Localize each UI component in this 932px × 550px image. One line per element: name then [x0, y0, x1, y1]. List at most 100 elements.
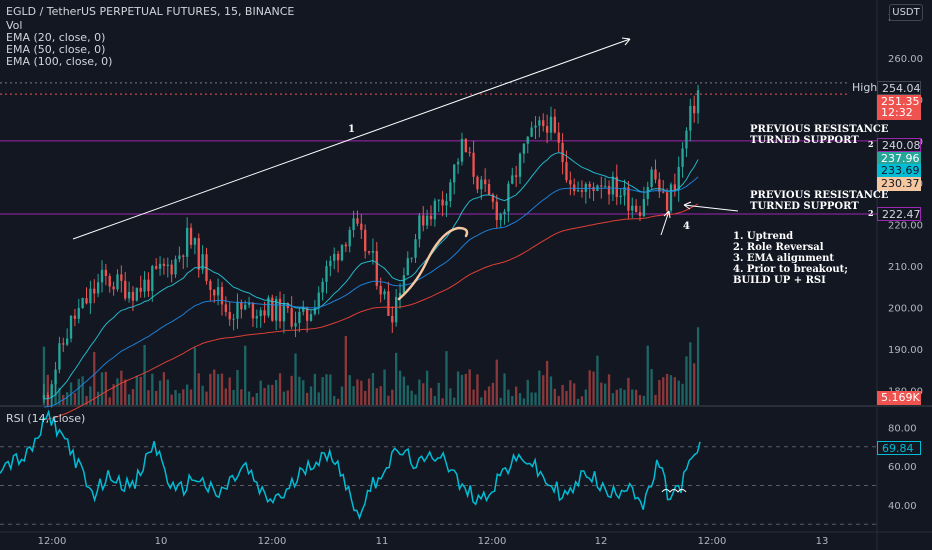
volume-bar: [131, 389, 135, 405]
time-tick-label: 12: [595, 536, 608, 547]
candle-body: [151, 266, 154, 292]
volume-bar: [302, 380, 305, 405]
symbol-title[interactable]: EGLD / TetherUS PERPETUAL FUTURES, 15, B…: [6, 5, 295, 18]
volume-bar: [286, 390, 289, 405]
candle-body: [352, 218, 355, 231]
volume-bar: [96, 391, 100, 405]
currency-button[interactable]: USDT: [889, 4, 923, 21]
volume-bar: [600, 382, 603, 405]
checklist-item-3[interactable]: 3. EMA alignment: [733, 253, 835, 264]
candle-body: [619, 195, 622, 198]
volume-bar: [367, 378, 371, 405]
ema20-indicator-label[interactable]: EMA (20, close, 0): [6, 31, 106, 44]
volume-bar: [158, 380, 162, 405]
rsi-indicator-label[interactable]: RSI (14, close): [6, 412, 86, 425]
price-label-last: 251.35: [877, 95, 921, 109]
small-arrow-line[interactable]: [660, 210, 670, 236]
volume-bar: [220, 373, 224, 405]
candle-body: [402, 275, 406, 293]
volume-bar: [244, 345, 247, 405]
buildup-highlight-curve[interactable]: [397, 226, 469, 301]
ema50-indicator-label[interactable]: EMA (50, close, 0): [6, 43, 106, 56]
volume-bar: [573, 383, 576, 405]
candle-body: [58, 343, 61, 370]
candle-body: [406, 258, 409, 276]
candle-body: [333, 253, 336, 261]
candle-body: [290, 308, 293, 327]
candle-body: [433, 200, 437, 220]
candle-body: [282, 302, 286, 322]
rsi-divergence-marks: [661, 489, 687, 493]
price-label-level-222: 222.47: [877, 207, 921, 221]
candle-body: [375, 251, 378, 286]
volume-bar: [607, 374, 611, 405]
candle-body: [491, 194, 495, 202]
candle-body: [383, 291, 386, 295]
volume-bar: [456, 371, 460, 405]
checklist-item-2[interactable]: 2. Role Reversal: [733, 242, 824, 253]
note-lower-line2[interactable]: TURNED SUPPORT: [750, 201, 859, 212]
volume-bar: [650, 369, 653, 405]
volume-bar: [406, 385, 409, 405]
candle-body: [654, 169, 657, 180]
volume-bar: [162, 372, 166, 405]
checklist-item-4[interactable]: 4. Prior to breakout;: [733, 264, 848, 275]
volume-bar: [623, 389, 626, 405]
volume-bar: [514, 386, 518, 405]
trend-label-1[interactable]: 1: [348, 124, 355, 135]
candle-body: [325, 266, 328, 282]
price-label-ema100: 230.37: [877, 177, 921, 191]
checklist-item-1[interactable]: 1. Uptrend: [733, 231, 794, 242]
candle-body: [185, 227, 189, 257]
candle-body: [236, 302, 239, 319]
volume-bar: [93, 351, 96, 405]
support-arrow-line[interactable]: [683, 204, 739, 212]
countdown-label: 12:32: [877, 106, 921, 120]
candle-body: [576, 190, 580, 192]
volume-bar: [685, 356, 688, 405]
price-tick-label: 190.00: [888, 345, 923, 356]
candle-body: [155, 266, 158, 269]
drawings: [72, 37, 739, 493]
label-4[interactable]: 4: [683, 221, 690, 232]
volume-bar: [282, 391, 286, 405]
volume-bar: [89, 386, 92, 405]
candle-body: [511, 175, 514, 184]
candle-body: [93, 288, 96, 294]
note-upper-line2[interactable]: TURNED SUPPORT: [750, 135, 859, 146]
volume-bar: [143, 345, 146, 405]
volume-bar: [313, 373, 317, 405]
volume-bar: [484, 390, 487, 405]
candle-body: [81, 298, 84, 309]
candle-body: [50, 384, 53, 398]
trend-arrow-line[interactable]: [72, 38, 631, 240]
volume-bar: [654, 394, 657, 405]
volume-bar: [476, 374, 479, 405]
high-tag: High: [848, 81, 878, 95]
candle-body: [693, 105, 696, 114]
volume-bar: [437, 382, 440, 405]
volume-bar: [127, 394, 131, 405]
candle-body: [193, 238, 197, 245]
volume-bar: [81, 376, 84, 405]
note-lower-line1[interactable]: PREVIOUS RESISTANCE: [750, 190, 889, 201]
candle-body: [139, 287, 142, 292]
candle-body: [124, 280, 127, 299]
volume-bar: [290, 375, 293, 405]
candle-body: [685, 130, 688, 149]
volume-bar: [228, 377, 231, 405]
candle-body: [669, 184, 673, 211]
volume-indicator-label[interactable]: Vol: [6, 19, 23, 32]
candle-body: [46, 395, 49, 398]
checklist-item-5[interactable]: BUILD UP + RSI: [733, 275, 826, 286]
candle-body: [379, 285, 382, 295]
candle-body: [468, 152, 471, 154]
candle-body: [414, 239, 417, 258]
candle-body: [77, 308, 80, 319]
note-upper-line1[interactable]: PREVIOUS RESISTANCE: [750, 124, 889, 135]
ema100-indicator-label[interactable]: EMA (100, close, 0): [6, 55, 113, 68]
price-tick-label: 220.00: [888, 220, 923, 231]
candle-body: [213, 289, 216, 296]
price-label-ema20: 237.96: [877, 152, 921, 166]
